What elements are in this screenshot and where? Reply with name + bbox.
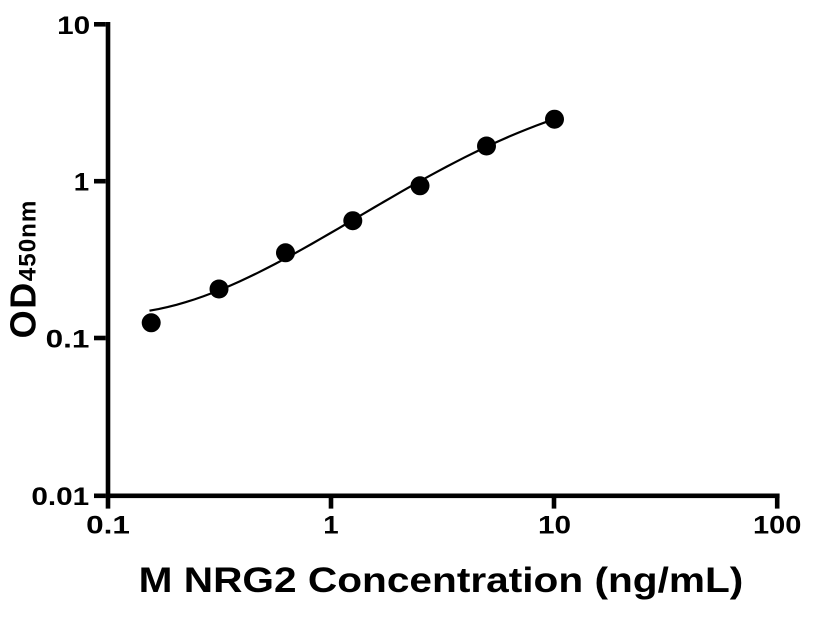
svg-text:10: 10 (538, 511, 571, 539)
svg-text:0.01: 0.01 (31, 482, 89, 510)
svg-text:0.1: 0.1 (46, 325, 90, 353)
svg-text:M NRG2 Concentration (ng/mL): M NRG2 Concentration (ng/mL) (139, 561, 744, 601)
svg-text:1: 1 (323, 511, 338, 540)
svg-text:0.1: 0.1 (86, 511, 130, 539)
svg-text:10: 10 (57, 11, 90, 39)
svg-text:100: 100 (753, 510, 801, 539)
svg-text:1: 1 (74, 168, 89, 197)
